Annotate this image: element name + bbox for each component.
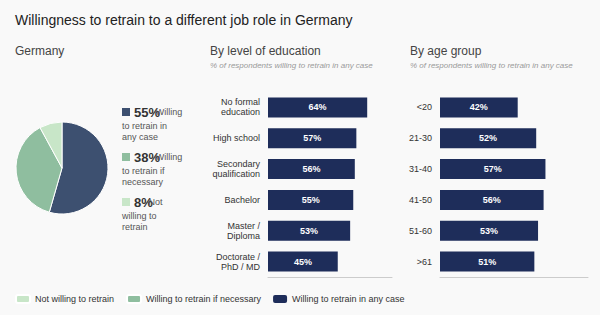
- svg-text:any case: any case: [122, 132, 158, 142]
- svg-text:57%: 57%: [484, 164, 502, 174]
- svg-text:Willing: Willing: [156, 107, 185, 117]
- svg-text:PhD / MD: PhD / MD: [221, 262, 261, 272]
- svg-text:% of respondents willing to re: % of respondents willing to retrain in a…: [210, 61, 373, 70]
- svg-text:% of respondents willing to re: % of respondents willing to retrain in a…: [410, 61, 573, 70]
- svg-text:Doctorate /: Doctorate /: [216, 252, 261, 262]
- svg-text:retrain: retrain: [122, 222, 148, 232]
- svg-text:52%: 52%: [479, 133, 497, 143]
- svg-text:55%: 55%: [302, 195, 320, 205]
- svg-text:education: education: [221, 107, 260, 117]
- svg-text:Master /: Master /: [227, 221, 260, 231]
- svg-text:56%: 56%: [302, 164, 320, 174]
- svg-text:necessary: necessary: [122, 177, 164, 187]
- svg-text:53%: 53%: [480, 226, 498, 236]
- svg-text:21-30: 21-30: [409, 133, 432, 143]
- svg-text:56%: 56%: [483, 195, 501, 205]
- svg-text:No formal: No formal: [221, 97, 260, 107]
- svg-text:High school: High school: [213, 133, 260, 143]
- svg-text:>61: >61: [417, 257, 432, 267]
- svg-text:41-50: 41-50: [409, 195, 432, 205]
- svg-text:Willing to retrain in any case: Willing to retrain in any case: [292, 294, 405, 304]
- svg-text:51%: 51%: [478, 257, 496, 267]
- svg-text:to retrain in: to retrain in: [122, 121, 170, 131]
- svg-text:willing to: willing to: [121, 211, 159, 221]
- svg-text:By age group: By age group: [410, 44, 482, 58]
- svg-text:51-60: 51-60: [409, 226, 432, 236]
- svg-text:Germany: Germany: [15, 44, 64, 58]
- svg-text:Willing: Willing: [156, 152, 185, 162]
- svg-text:45%: 45%: [294, 257, 312, 267]
- svg-text:57%: 57%: [303, 133, 321, 143]
- svg-text:38%: 38%: [134, 149, 160, 165]
- svg-text:By level of education: By level of education: [210, 44, 321, 58]
- svg-text:Diploma: Diploma: [227, 231, 260, 241]
- svg-text:55%: 55%: [134, 104, 160, 120]
- svg-text:Willing to retrain if necessar: Willing to retrain if necessary: [146, 294, 262, 304]
- svg-text:to retrain if: to retrain if: [122, 166, 167, 176]
- svg-text:Not willing to retrain: Not willing to retrain: [35, 294, 114, 304]
- svg-text:31-40: 31-40: [409, 164, 432, 174]
- svg-text:53%: 53%: [300, 226, 318, 236]
- svg-text:8%: 8%: [134, 194, 153, 210]
- svg-text:<20: <20: [417, 102, 432, 112]
- svg-text:Not: Not: [148, 197, 165, 207]
- svg-text:qualification: qualification: [212, 169, 260, 179]
- svg-text:42%: 42%: [470, 102, 488, 112]
- svg-text:Secondary: Secondary: [217, 159, 261, 169]
- svg-text:64%: 64%: [309, 102, 327, 112]
- svg-text:Bachelor: Bachelor: [224, 195, 260, 205]
- svg-text:Willingness to retrain to a di: Willingness to retrain to a different jo…: [15, 12, 352, 28]
